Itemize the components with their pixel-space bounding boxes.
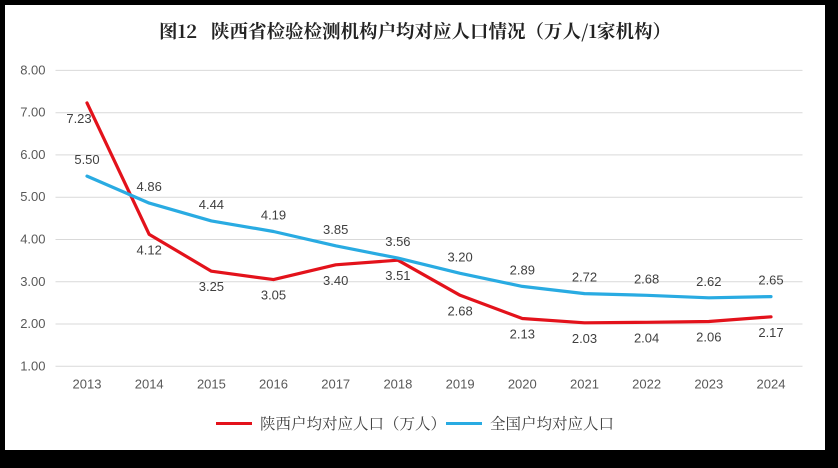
svg-text:3.85: 3.85: [323, 222, 348, 237]
svg-text:2014: 2014: [135, 376, 164, 391]
svg-text:3.40: 3.40: [323, 273, 348, 288]
svg-text:2017: 2017: [321, 376, 350, 391]
svg-text:2.06: 2.06: [696, 330, 721, 345]
svg-text:2013: 2013: [73, 376, 102, 391]
svg-text:3.56: 3.56: [385, 234, 410, 249]
svg-text:2.68: 2.68: [447, 303, 472, 318]
svg-text:4.00: 4.00: [20, 232, 45, 247]
svg-text:5.00: 5.00: [20, 189, 45, 204]
svg-text:2015: 2015: [197, 376, 226, 391]
svg-text:2.17: 2.17: [758, 325, 783, 340]
svg-text:2018: 2018: [383, 376, 412, 391]
svg-text:4.19: 4.19: [261, 208, 286, 223]
svg-text:2.04: 2.04: [634, 330, 659, 345]
svg-text:6.00: 6.00: [20, 147, 45, 162]
svg-text:1.00: 1.00: [20, 358, 45, 373]
svg-text:2.65: 2.65: [758, 273, 783, 288]
svg-text:3.20: 3.20: [447, 249, 472, 264]
svg-text:2019: 2019: [446, 376, 475, 391]
svg-text:2021: 2021: [570, 376, 599, 391]
svg-text:2020: 2020: [508, 376, 537, 391]
svg-text:2024: 2024: [757, 376, 786, 391]
svg-text:3.25: 3.25: [199, 279, 224, 294]
svg-text:3.05: 3.05: [261, 288, 286, 303]
svg-text:4.86: 4.86: [137, 179, 162, 194]
svg-text:2.89: 2.89: [510, 262, 535, 277]
svg-text:5.50: 5.50: [74, 152, 99, 167]
svg-text:7.00: 7.00: [20, 105, 45, 120]
svg-text:2.03: 2.03: [572, 331, 597, 346]
svg-text:8.00: 8.00: [20, 62, 45, 77]
svg-text:4.44: 4.44: [199, 197, 224, 212]
svg-text:2023: 2023: [694, 376, 723, 391]
svg-text:2.00: 2.00: [20, 316, 45, 331]
svg-text:2.62: 2.62: [696, 274, 721, 289]
svg-text:2.72: 2.72: [572, 270, 597, 285]
svg-text:3.00: 3.00: [20, 274, 45, 289]
svg-text:3.51: 3.51: [385, 268, 410, 283]
svg-text:2.68: 2.68: [634, 271, 659, 286]
svg-text:2.13: 2.13: [510, 327, 535, 342]
svg-text:7.23: 7.23: [66, 111, 91, 126]
svg-text:2016: 2016: [259, 376, 288, 391]
svg-text:4.12: 4.12: [137, 242, 162, 257]
svg-text:2022: 2022: [632, 376, 661, 391]
